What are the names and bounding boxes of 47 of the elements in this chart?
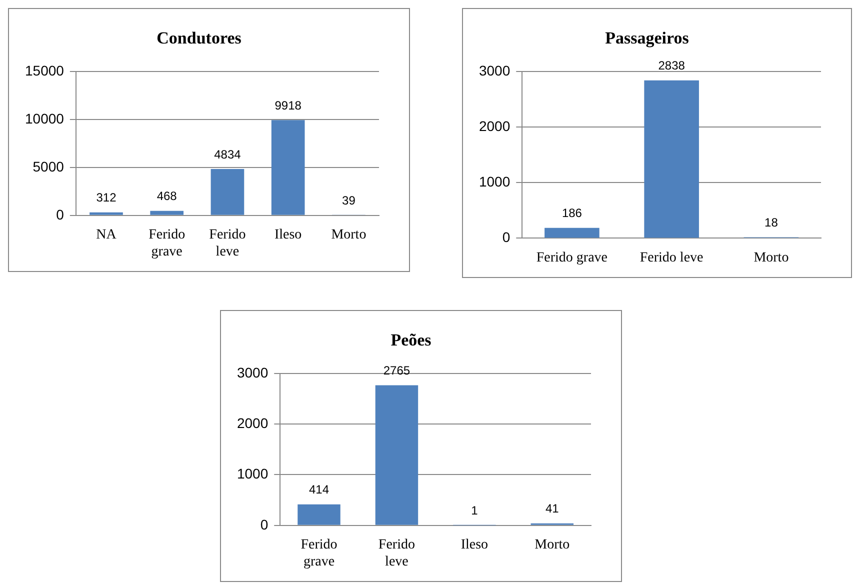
chart-title: Condutores [156,28,242,48]
x-tick-label: NA [96,227,118,242]
data-label: 2838 [658,58,686,73]
data-label: 39 [342,193,356,208]
x-tick-label: Ferido leve [640,250,704,266]
data-label: 2765 [383,364,410,378]
x-tick-label: Ferido leve [209,227,246,260]
y-tick-label: 2000 [236,414,268,431]
x-tick-label: Ileso [274,227,302,242]
x-tick-label: Ferido grave [300,537,338,570]
y-tick-label: 1000 [236,466,268,482]
x-tick-label: Morto [331,227,366,242]
x-tick-label: Ferido leve [378,537,415,570]
y-tick-label: 0 [260,516,268,532]
x-tick-label: Ferido grave [148,227,186,260]
bar [544,228,600,238]
y-tick-label: 2000 [478,118,510,134]
y-tick-label: 15000 [24,62,64,78]
chart-title: Passageiros [605,28,690,48]
y-tick-label: 3000 [478,62,510,78]
bar [210,168,244,215]
data-label: 312 [96,190,117,205]
bar [271,120,305,215]
data-label: 468 [156,189,178,204]
x-tick-label: Morto [534,537,570,552]
y-tick-label: 5000 [32,158,64,174]
data-label: 414 [308,482,330,497]
y-tick-label: 10000 [24,110,64,126]
bar [375,385,418,525]
x-tick-label: Ileso [460,537,488,552]
data-label: 18 [764,216,778,230]
x-tick-label: Ferido grave [536,250,608,266]
bar [644,80,699,238]
data-label: 1 [471,504,478,518]
x-tick-label: Morto [754,250,789,266]
bar [90,212,123,215]
data-label: 4834 [214,147,242,162]
y-tick-label: 1000 [478,173,510,190]
bar [298,504,340,525]
data-label: 9918 [274,98,302,112]
y-tick-label: 0 [502,229,510,246]
bar [150,210,184,215]
chart-title: Peões [390,330,432,350]
y-tick-label: 0 [56,206,64,222]
y-tick-label: 3000 [236,364,268,380]
data-label: 41 [545,502,560,516]
data-label: 186 [562,206,582,220]
